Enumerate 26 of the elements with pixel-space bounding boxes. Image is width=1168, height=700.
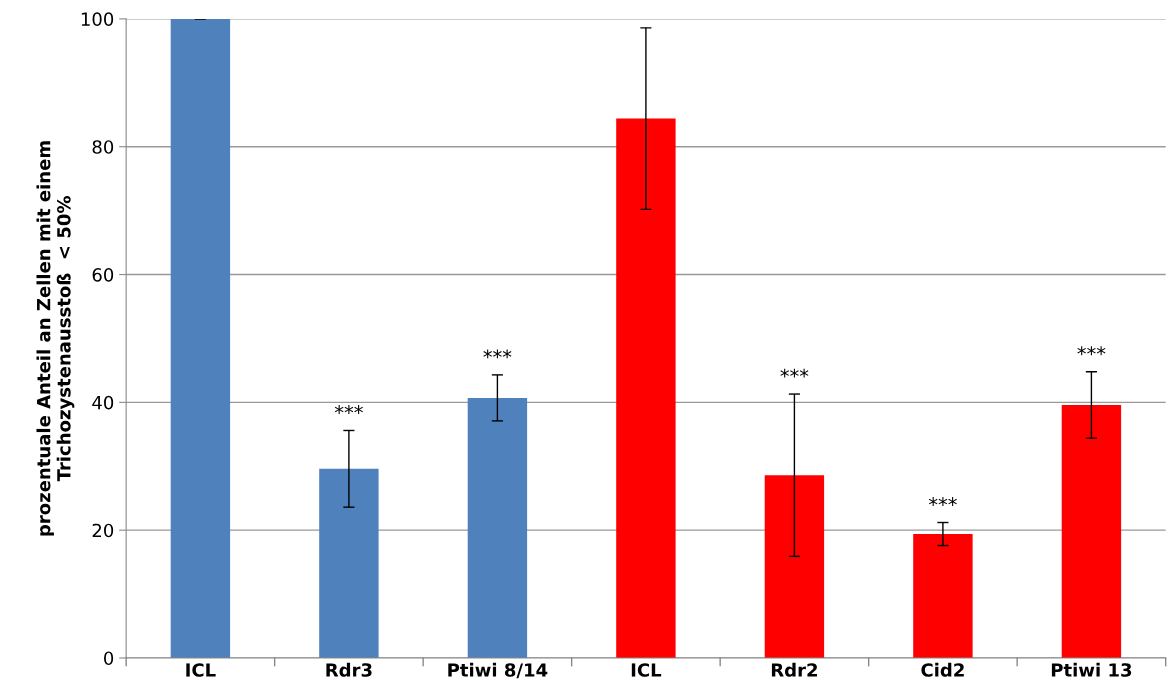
annotation: *** <box>483 349 512 359</box>
y-tick-label: 0 <box>104 651 114 666</box>
x-tick-label: ICL <box>631 663 662 677</box>
y-tick-label: 20 <box>92 523 114 538</box>
y-tick-label: 80 <box>92 140 114 154</box>
annotation: *** <box>928 497 957 506</box>
x-tick-label: Cid2 <box>921 662 964 677</box>
x-tick-label: Ptiwi 8/14 <box>448 662 548 679</box>
bar <box>616 118 676 658</box>
bar <box>764 475 825 658</box>
x-tick-label: Ptiwi 13 <box>1051 662 1132 677</box>
annotation: *** <box>1077 346 1106 356</box>
y-tick-label: 40 <box>92 395 114 410</box>
bar <box>467 397 528 658</box>
bar <box>170 18 231 658</box>
annotation: *** <box>334 405 363 414</box>
y-axis-title: prozentuale Anteil an Zellen mit einem Trichozystenausstoß < 50% <box>36 141 75 536</box>
x-tick-label: ICL <box>186 663 216 677</box>
y-tick-label: 60 <box>92 268 114 282</box>
y-tick-label: 100 <box>81 12 114 27</box>
bar <box>1061 404 1122 658</box>
bar <box>913 534 973 658</box>
annotation: *** <box>780 368 809 378</box>
bar <box>319 468 379 658</box>
x-tick-label: Rdr2 <box>771 662 817 677</box>
x-tick-label: Rdr3 <box>326 662 372 677</box>
